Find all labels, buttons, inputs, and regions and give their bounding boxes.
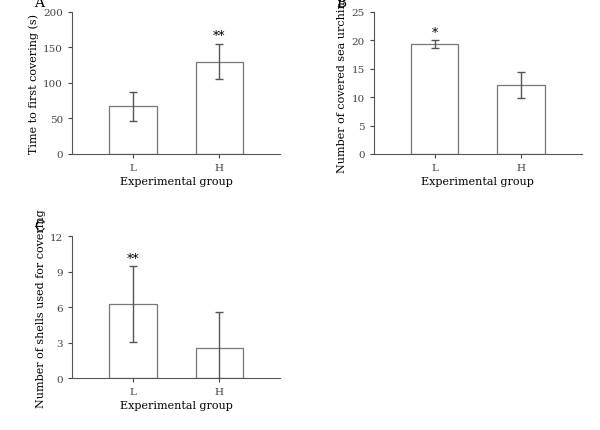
Bar: [196, 348, 244, 378]
Y-axis label: Number of covered sea urchins: Number of covered sea urchins: [337, 0, 347, 172]
Bar: [196, 62, 244, 154]
Bar: [497, 86, 545, 154]
Bar: [109, 107, 157, 154]
X-axis label: Experimental group: Experimental group: [119, 177, 233, 187]
Y-axis label: Number of shells used for covering: Number of shells used for covering: [35, 209, 46, 407]
X-axis label: Experimental group: Experimental group: [421, 177, 535, 187]
Text: **: **: [127, 252, 139, 265]
Text: *: *: [431, 27, 437, 40]
Text: B: B: [337, 0, 346, 10]
Bar: [109, 304, 157, 378]
Text: A: A: [35, 0, 44, 10]
Bar: [410, 45, 458, 154]
Text: **: **: [213, 31, 226, 43]
Text: C: C: [35, 220, 45, 234]
X-axis label: Experimental group: Experimental group: [119, 400, 233, 411]
Y-axis label: Time to first covering (s): Time to first covering (s): [28, 14, 39, 154]
